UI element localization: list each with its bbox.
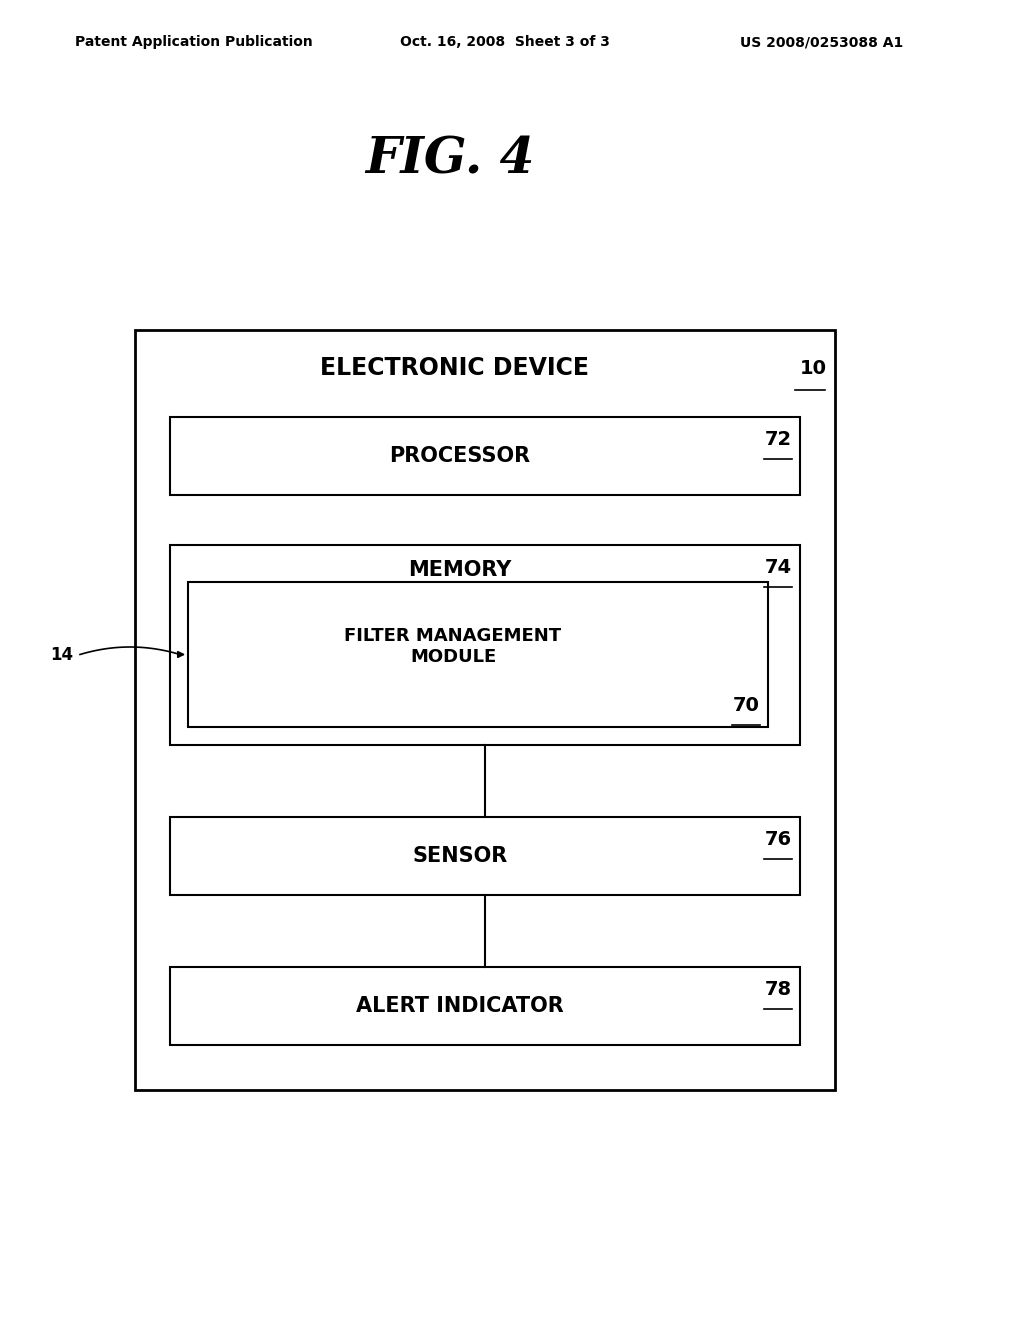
Text: SENSOR: SENSOR <box>413 846 508 866</box>
Text: FIG. 4: FIG. 4 <box>366 135 535 183</box>
Text: PROCESSOR: PROCESSOR <box>389 446 530 466</box>
Text: Patent Application Publication: Patent Application Publication <box>75 36 312 49</box>
Bar <box>135 330 835 1090</box>
Bar <box>170 968 800 1045</box>
Text: 78: 78 <box>765 979 792 998</box>
Text: 72: 72 <box>765 429 792 449</box>
Bar <box>170 545 800 744</box>
Bar <box>170 817 800 895</box>
Text: 74: 74 <box>765 557 792 577</box>
Text: ELECTRONIC DEVICE: ELECTRONIC DEVICE <box>321 356 590 380</box>
Text: FILTER MANAGEMENT
MODULE: FILTER MANAGEMENT MODULE <box>344 627 561 665</box>
Text: 76: 76 <box>765 829 792 849</box>
Text: US 2008/0253088 A1: US 2008/0253088 A1 <box>740 36 903 49</box>
Bar <box>188 582 768 727</box>
Text: Oct. 16, 2008  Sheet 3 of 3: Oct. 16, 2008 Sheet 3 of 3 <box>400 36 610 49</box>
Text: ALERT INDICATOR: ALERT INDICATOR <box>356 997 564 1016</box>
Text: MEMORY: MEMORY <box>409 560 512 579</box>
Bar <box>170 417 800 495</box>
Text: 14: 14 <box>50 645 74 664</box>
Text: 10: 10 <box>800 359 826 378</box>
Text: 70: 70 <box>732 696 760 714</box>
